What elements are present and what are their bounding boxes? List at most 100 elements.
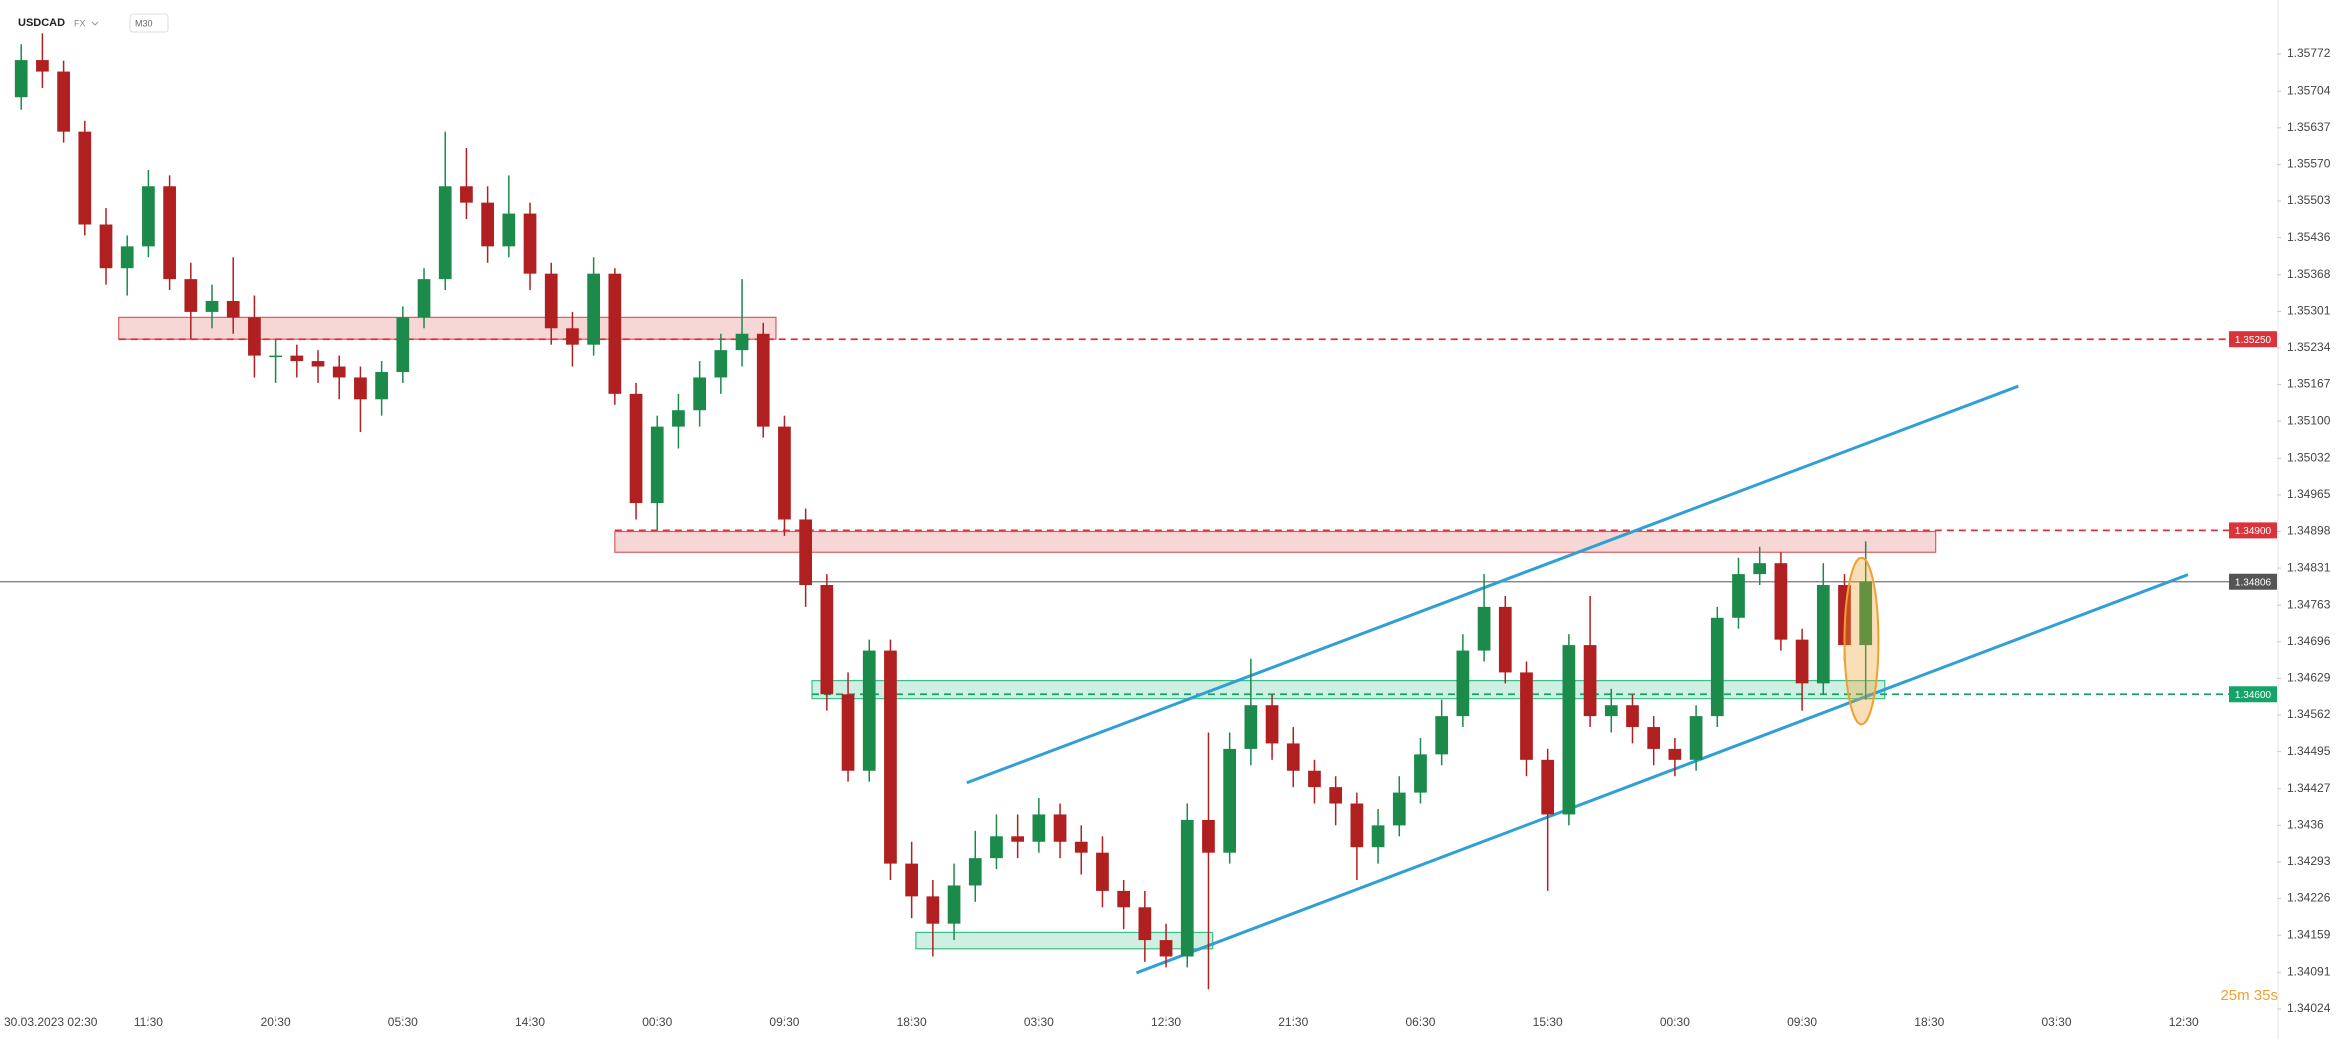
candle-body bbox=[841, 694, 855, 771]
dropdown-icon[interactable] bbox=[91, 21, 99, 26]
candle-body bbox=[566, 328, 579, 345]
candle-body bbox=[120, 246, 134, 269]
candle-body bbox=[396, 317, 410, 372]
candle-body bbox=[947, 885, 961, 924]
candle-body bbox=[1032, 814, 1046, 842]
y-tick-label: 1.3436 bbox=[2287, 818, 2324, 832]
y-tick-label: 1.34629 bbox=[2287, 671, 2331, 685]
candle-body bbox=[1774, 563, 1788, 640]
candle-body bbox=[1541, 759, 1555, 815]
x-tick-label: 06:30 bbox=[1405, 1015, 1435, 1029]
candle-body bbox=[460, 186, 473, 203]
candle-body bbox=[1371, 825, 1385, 848]
candle-body bbox=[523, 213, 537, 274]
y-tick-label: 1.35100 bbox=[2287, 413, 2331, 427]
candle-body bbox=[290, 355, 304, 362]
candle-body bbox=[36, 60, 49, 72]
candle-body bbox=[142, 186, 155, 247]
candle-body bbox=[14, 60, 28, 98]
y-tick-label: 1.34965 bbox=[2287, 487, 2331, 501]
x-tick-label: 11:30 bbox=[134, 1015, 163, 1029]
candle-body bbox=[57, 71, 70, 132]
candle-body bbox=[1096, 852, 1109, 891]
x-tick-label: 21:30 bbox=[1278, 1015, 1308, 1029]
candle-body bbox=[650, 426, 664, 504]
y-tick-label: 1.34898 bbox=[2287, 524, 2331, 538]
zone bbox=[118, 316, 777, 340]
candle-body bbox=[1753, 563, 1767, 575]
candle-body bbox=[1562, 645, 1576, 815]
last-price-label: 1.34806 bbox=[2235, 577, 2272, 588]
candle-body bbox=[629, 393, 643, 504]
candle-body bbox=[820, 585, 834, 695]
candle-body bbox=[226, 300, 240, 318]
y-tick-label: 1.35368 bbox=[2287, 267, 2331, 281]
candle-body bbox=[884, 650, 897, 864]
level-label: 1.34900 bbox=[2235, 526, 2272, 537]
zone bbox=[614, 530, 1937, 553]
y-tick-label: 1.34427 bbox=[2287, 781, 2331, 795]
candle-body bbox=[248, 317, 261, 356]
candle-body bbox=[905, 863, 919, 897]
y-tick-label: 1.34024 bbox=[2287, 1001, 2331, 1015]
candle-body bbox=[1159, 940, 1173, 957]
candle-body bbox=[1117, 890, 1131, 908]
y-tick-label: 1.35301 bbox=[2287, 304, 2331, 318]
candle-body bbox=[1456, 650, 1470, 717]
x-tick-label: 14:30 bbox=[515, 1015, 545, 1029]
candle-body bbox=[1265, 705, 1279, 744]
x-tick-label: 09:30 bbox=[769, 1015, 799, 1029]
candle-body bbox=[375, 371, 388, 400]
candle-body bbox=[862, 650, 876, 771]
y-tick-label: 1.35436 bbox=[2287, 230, 2331, 244]
candle-body bbox=[1350, 803, 1364, 848]
candle-body bbox=[332, 366, 346, 378]
y-tick-label: 1.35772 bbox=[2287, 46, 2331, 60]
candle-body bbox=[608, 273, 622, 394]
level-label: 1.35250 bbox=[2235, 335, 2272, 346]
candle-timer: 25m 35s bbox=[2220, 987, 2278, 1004]
y-tick-label: 1.34159 bbox=[2287, 927, 2331, 941]
candle-body bbox=[756, 333, 770, 427]
candle-body bbox=[311, 361, 325, 367]
level-tag bbox=[2229, 331, 2277, 348]
y-tick-label: 1.35234 bbox=[2287, 340, 2331, 354]
candle-body bbox=[1520, 672, 1533, 760]
candle-body bbox=[1138, 907, 1152, 941]
level-tag bbox=[2229, 522, 2277, 539]
candle-body bbox=[205, 300, 219, 312]
candle-body bbox=[1668, 748, 1682, 760]
candle-body bbox=[1626, 705, 1639, 728]
candle-body bbox=[587, 273, 600, 345]
candle-body bbox=[714, 350, 728, 378]
candle-body bbox=[1074, 841, 1088, 853]
level-tag bbox=[2229, 686, 2277, 703]
candle-body bbox=[1477, 606, 1491, 651]
candle-body bbox=[1392, 792, 1406, 826]
x-tick-label: 00:30 bbox=[642, 1015, 672, 1029]
candle-body bbox=[968, 858, 982, 886]
y-tick-label: 1.34226 bbox=[2287, 891, 2331, 905]
y-tick-label: 1.34495 bbox=[2287, 744, 2331, 758]
candle-body bbox=[1604, 705, 1618, 717]
candle-body bbox=[1583, 645, 1597, 717]
candle-body bbox=[778, 426, 791, 520]
highlight bbox=[1843, 556, 1880, 726]
candle-body bbox=[1329, 787, 1343, 804]
interval-box[interactable] bbox=[129, 13, 169, 33]
y-tick-label: 1.35032 bbox=[2287, 450, 2331, 464]
x-tick-label: 12:30 bbox=[2169, 1015, 2199, 1029]
candle-body bbox=[502, 213, 516, 247]
candle-body bbox=[1180, 819, 1194, 957]
candle-body bbox=[1710, 617, 1724, 717]
x-tick-label: 20:30 bbox=[261, 1015, 291, 1029]
level-label: 1.34600 bbox=[2235, 690, 2272, 701]
y-tick-label: 1.35570 bbox=[2287, 157, 2331, 171]
candle-body bbox=[1011, 836, 1025, 842]
candle-body bbox=[672, 410, 685, 427]
x-tick-label: 09:30 bbox=[1787, 1015, 1817, 1029]
interval[interactable]: M30 bbox=[135, 18, 153, 28]
